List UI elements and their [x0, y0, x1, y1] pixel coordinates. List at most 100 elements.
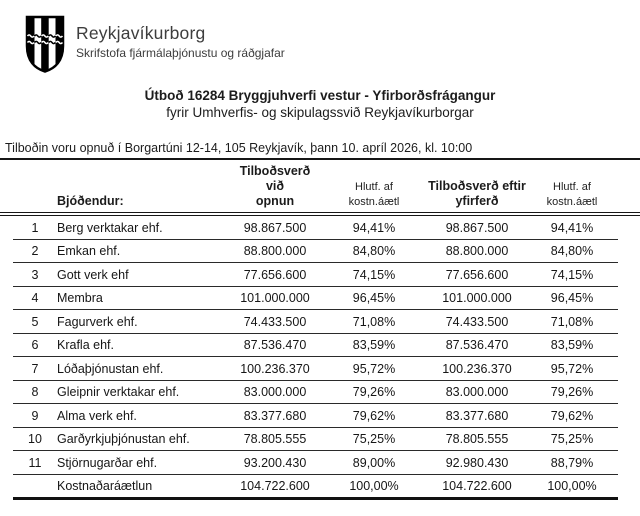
pct-of-estimate-review: 94,41% — [526, 216, 618, 240]
column-header-price-review: Tilboðsverð eftir yfirferð — [428, 179, 526, 209]
price-at-opening: 98.867.500 — [230, 216, 320, 240]
bidder-number: 2 — [13, 239, 57, 264]
bidder-name: Stjörnugarðar ehf. — [57, 450, 230, 475]
column-header-price-opening: Tilboðsverð við opnun — [239, 164, 311, 209]
column-header-pct-review: Hlutf. af kostn.áætl — [546, 180, 598, 208]
bidder-number — [13, 474, 57, 501]
pct-of-estimate-review: 96,45% — [526, 286, 618, 311]
table-row: 6 Krafla ehf. 87.536.470 83,59% 87.536.4… — [13, 333, 618, 358]
table-row: 10 Garðyrkjuþjónustan ehf. 78.805.555 75… — [13, 427, 618, 452]
pct-of-estimate-review: 88,79% — [526, 450, 618, 475]
pct-of-estimate-opening: 100,00% — [320, 474, 428, 501]
table-row: 9 Alma verk ehf. 83.377.680 79,62% 83.37… — [13, 403, 618, 428]
bidder-number: 5 — [13, 309, 57, 334]
price-after-review: 92.980.430 — [428, 450, 526, 475]
pct-of-estimate-opening: 95,72% — [320, 356, 428, 381]
price-at-opening: 88.800.000 — [230, 239, 320, 264]
price-at-opening: 83.377.680 — [230, 403, 320, 428]
bidder-name: Membra — [57, 286, 230, 311]
price-after-review: 77.656.600 — [428, 262, 526, 287]
org-name: Reykjavíkurborg — [76, 23, 206, 43]
document-title: Útboð 16284 Bryggjuhverfi vestur - Yfirb… — [144, 88, 496, 103]
bidder-name: Fagurverk ehf. — [57, 309, 230, 334]
org-department: Skrifstofa fjármálaþjónustu og ráðgjafar — [76, 46, 285, 61]
pct-of-estimate-review: 95,72% — [526, 356, 618, 381]
bidder-number: 7 — [13, 356, 57, 381]
bidder-number: 1 — [13, 216, 57, 240]
price-at-opening: 78.805.555 — [230, 427, 320, 452]
cost-estimate-label: Kostnaðaráætlun — [57, 474, 230, 501]
column-header-pct-opening: Hlutf. af kostn.áætl — [348, 180, 400, 208]
pct-of-estimate-review: 83,59% — [526, 333, 618, 358]
bidder-name: Krafla ehf. — [57, 333, 230, 358]
bidder-number: 10 — [13, 427, 57, 452]
pct-of-estimate-opening: 94,41% — [320, 216, 428, 240]
table-header: Bjóðendur: Tilboðsverð við opnun Hlutf. … — [13, 160, 618, 212]
table-row: 7 Lóðaþjónustan ehf. 100.236.370 95,72% … — [13, 356, 618, 381]
pct-of-estimate-review: 71,08% — [526, 309, 618, 334]
pct-of-estimate-opening: 74,15% — [320, 262, 428, 287]
pct-of-estimate-opening: 96,45% — [320, 286, 428, 311]
price-after-review: 98.867.500 — [428, 216, 526, 240]
pct-of-estimate-review: 74,15% — [526, 262, 618, 287]
table-row: 11 Stjörnugarðar ehf. 93.200.430 89,00% … — [13, 450, 618, 475]
pct-of-estimate-opening: 79,62% — [320, 403, 428, 428]
price-after-review: 100.236.370 — [428, 356, 526, 381]
price-after-review: 87.536.470 — [428, 333, 526, 358]
document-title-block: Útboð 16284 Bryggjuhverfi vestur - Yfirb… — [0, 88, 640, 121]
table-row: 5 Fagurverk ehf. 74.433.500 71,08% 74.43… — [13, 309, 618, 334]
table-row: 4 Membra 101.000.000 96,45% 101.000.000 … — [13, 286, 618, 311]
price-at-opening: 101.000.000 — [230, 286, 320, 311]
pct-of-estimate-review: 100,00% — [526, 474, 618, 501]
table-row: 3 Gott verk ehf 77.656.600 74,15% 77.656… — [13, 262, 618, 287]
bidder-name: Lóðaþjónustan ehf. — [57, 356, 230, 381]
org-identity: Reykjavíkurborg Skrifstofa fjármálaþjónu… — [76, 15, 285, 60]
document-subtitle: fyrir Umhverfis- og skipulagssvið Reykja… — [166, 105, 474, 121]
pct-of-estimate-opening: 89,00% — [320, 450, 428, 475]
price-after-review: 104.722.600 — [428, 474, 526, 501]
bidder-name: Berg verktakar ehf. — [57, 216, 230, 240]
table-header-double-rule — [0, 212, 640, 217]
table-row: 8 Gleipnir verktakar ehf. 83.000.000 79,… — [13, 380, 618, 405]
bidder-number: 9 — [13, 403, 57, 428]
price-at-opening: 87.536.470 — [230, 333, 320, 358]
pct-of-estimate-opening: 83,59% — [320, 333, 428, 358]
bidder-name: Garðyrkjuþjónustan ehf. — [57, 427, 230, 452]
column-header-bidders: Bjóðendur: — [57, 194, 124, 209]
price-at-opening: 77.656.600 — [230, 262, 320, 287]
opening-note: Tilboðin voru opnuð í Borgartúni 12-14, … — [5, 141, 473, 156]
price-after-review: 74.433.500 — [428, 309, 526, 334]
price-after-review: 83.377.680 — [428, 403, 526, 428]
table-row: 1 Berg verktakar ehf. 98.867.500 94,41% … — [13, 216, 618, 240]
price-at-opening: 104.722.600 — [230, 474, 320, 501]
bidder-name: Emkan ehf. — [57, 239, 230, 264]
reykjavik-coat-of-arms-icon — [25, 15, 65, 73]
price-at-opening: 74.433.500 — [230, 309, 320, 334]
price-at-opening: 100.236.370 — [230, 356, 320, 381]
bidder-name: Alma verk ehf. — [57, 403, 230, 428]
pct-of-estimate-opening: 75,25% — [320, 427, 428, 452]
pct-of-estimate-opening: 79,26% — [320, 380, 428, 405]
bidder-number: 8 — [13, 380, 57, 405]
price-after-review: 83.000.000 — [428, 380, 526, 405]
bidder-number: 3 — [13, 262, 57, 287]
cost-estimate-row: Kostnaðaráætlun 104.722.600 100,00% 104.… — [13, 474, 618, 501]
bidder-name: Gott verk ehf — [57, 262, 230, 287]
price-after-review: 78.805.555 — [428, 427, 526, 452]
bids-table: 1 Berg verktakar ehf. 98.867.500 94,41% … — [13, 216, 618, 501]
table-top-rule — [0, 158, 640, 161]
pct-of-estimate-review: 79,62% — [526, 403, 618, 428]
bidder-number: 4 — [13, 286, 57, 311]
bidder-number: 6 — [13, 333, 57, 358]
pct-of-estimate-review: 75,25% — [526, 427, 618, 452]
price-at-opening: 83.000.000 — [230, 380, 320, 405]
price-after-review: 101.000.000 — [428, 286, 526, 311]
pct-of-estimate-opening: 71,08% — [320, 309, 428, 334]
pct-of-estimate-review: 84,80% — [526, 239, 618, 264]
pct-of-estimate-opening: 84,80% — [320, 239, 428, 264]
table-row: 2 Emkan ehf. 88.800.000 84,80% 88.800.00… — [13, 239, 618, 264]
pct-of-estimate-review: 79,26% — [526, 380, 618, 405]
letterhead: Reykjavíkurborg Skrifstofa fjármálaþjónu… — [0, 0, 640, 73]
price-after-review: 88.800.000 — [428, 239, 526, 264]
